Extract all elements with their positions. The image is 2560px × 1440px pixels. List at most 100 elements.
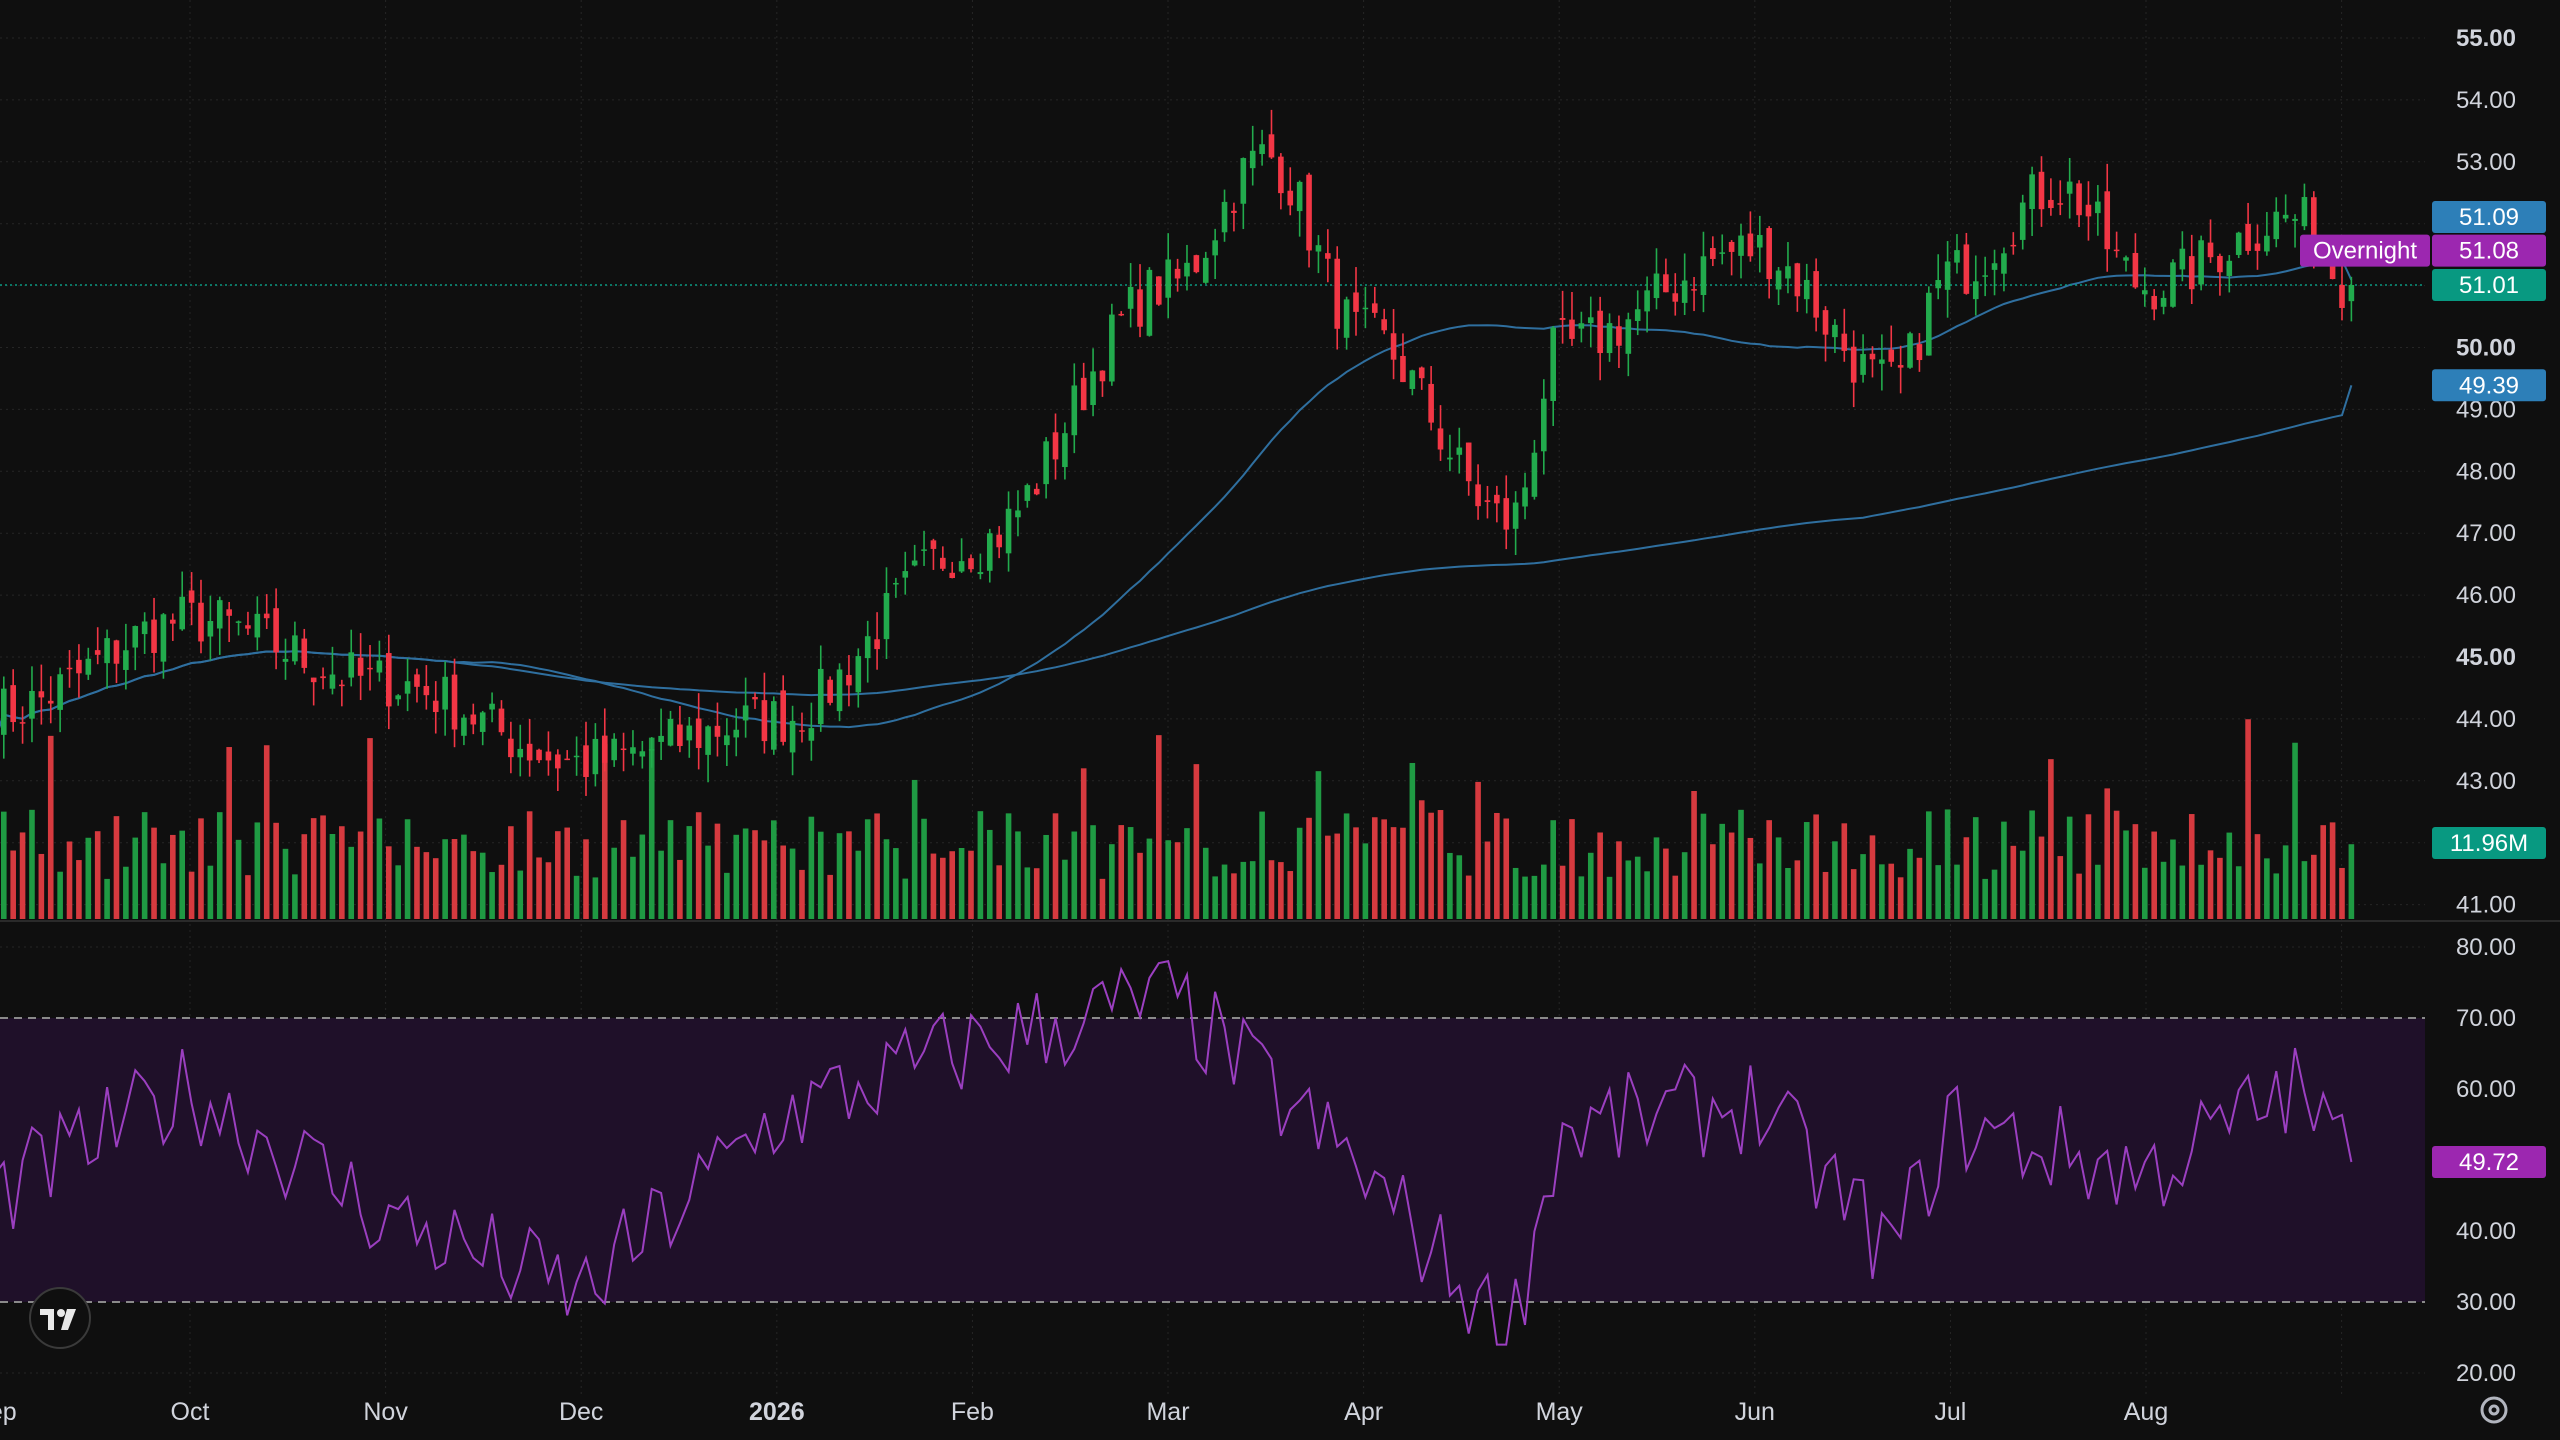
- volume-bar: [1503, 818, 1510, 919]
- candle-body: [1381, 319, 1387, 331]
- candle-body: [2123, 257, 2129, 261]
- volume-bar: [1531, 875, 1538, 919]
- candle-body: [357, 657, 364, 676]
- volume-bar: [1813, 814, 1819, 919]
- volume-bar: [1860, 854, 1866, 919]
- volume-bar: [1691, 791, 1697, 919]
- candle-body: [705, 726, 711, 755]
- volume-bar: [104, 878, 110, 919]
- candle-body: [47, 700, 54, 704]
- volume-bar: [1484, 841, 1491, 919]
- candle-body: [808, 728, 815, 741]
- candle-body: [2226, 260, 2233, 276]
- candle-body: [1503, 498, 1510, 530]
- candle-body: [1184, 262, 1190, 277]
- candle-body: [1278, 156, 1284, 194]
- candle-body: [827, 679, 833, 703]
- candle-body: [1944, 261, 1951, 290]
- candle-body: [761, 700, 768, 742]
- candle-body: [2292, 218, 2298, 221]
- volume-bar: [808, 816, 815, 919]
- volume-bar: [2226, 832, 2233, 919]
- candle-body: [1822, 310, 1829, 335]
- volume-bar: [141, 812, 148, 919]
- volume-bar: [1879, 864, 1885, 919]
- candle-body: [1202, 257, 1209, 283]
- volume-bar: [2339, 867, 2345, 919]
- candle-body: [555, 754, 561, 769]
- candle-body: [592, 738, 599, 775]
- volume-bar: [855, 850, 862, 919]
- candle-body: [1766, 228, 1772, 280]
- candle-body: [1803, 279, 1810, 300]
- volume-bar: [846, 831, 852, 919]
- last-price-badge: 51.01: [2459, 272, 2519, 299]
- candle-body: [1174, 268, 1181, 279]
- volume-bar: [1841, 823, 1848, 919]
- candle-body: [874, 639, 880, 650]
- volume-bar: [592, 877, 599, 919]
- candle-body: [770, 701, 777, 750]
- price-badges: 51.09 51.08 Overnight 51.01 49.39 11.96M 49.72: [2300, 201, 2546, 1178]
- volume-bar: [977, 811, 984, 919]
- volume-bar: [329, 834, 336, 919]
- candle-body: [1306, 174, 1312, 251]
- candle-body: [658, 735, 664, 742]
- volume-bar: [1005, 813, 1012, 919]
- candle-body: [930, 540, 937, 549]
- candle-body: [1127, 286, 1134, 309]
- volume-bar: [348, 846, 355, 919]
- candle-body: [1353, 292, 1359, 312]
- candle-body: [686, 725, 693, 741]
- ma-short-badge: 51.09: [2459, 204, 2519, 231]
- volume-bar: [2198, 864, 2204, 919]
- volume-bar: [1625, 860, 1632, 919]
- candle-body: [1597, 310, 1603, 354]
- settings-gear-icon[interactable]: [2480, 1396, 2508, 1424]
- candle-body: [1644, 290, 1650, 312]
- candle-body: [986, 533, 993, 571]
- candle-body: [1156, 276, 1162, 305]
- volume-bar: [1390, 827, 1397, 919]
- volume-bar: [564, 827, 571, 919]
- volume-bar: [986, 829, 993, 919]
- volume-bar: [817, 831, 824, 919]
- candle-body: [132, 626, 139, 648]
- rsi-value-badge-bg: [2432, 1145, 2546, 1178]
- candle-body: [1926, 292, 1932, 356]
- volume-bar: [1221, 864, 1228, 919]
- volume-bar: [1982, 878, 1988, 919]
- candle-body: [724, 735, 730, 746]
- candle-body: [780, 690, 786, 742]
- volume-bar: [2019, 850, 2026, 919]
- ma-short-badge-bg: [2432, 201, 2546, 234]
- candle-body: [2311, 197, 2317, 262]
- volume-bar: [1756, 863, 1763, 919]
- candle-body: [1418, 367, 1425, 379]
- time-axis-label: Feb: [951, 1398, 994, 1426]
- volume-bar: [1578, 876, 1585, 919]
- candle-body: [1240, 158, 1247, 204]
- candle-body: [2038, 171, 2045, 210]
- candle-body: [207, 621, 214, 637]
- candle-body: [1972, 281, 1979, 300]
- volume-bar: [2264, 858, 2270, 919]
- tradingview-logo[interactable]: [29, 1287, 91, 1349]
- candle-body: [545, 751, 552, 761]
- volume-bar: [1325, 835, 1331, 919]
- volume-bar: [1362, 843, 1369, 919]
- volume-bar: [517, 870, 524, 919]
- volume-bar: [2048, 759, 2054, 919]
- candle-body: [2235, 232, 2242, 255]
- candles[interactable]: [0, 109, 2355, 796]
- volume-bar: [789, 848, 796, 919]
- candle-body: [1221, 201, 1228, 233]
- candle-body: [1522, 487, 1528, 507]
- time-axis-label: Jun: [1735, 1398, 1775, 1426]
- candle-body: [2029, 174, 2035, 210]
- volume-bar: [883, 839, 890, 919]
- volume-bar: [864, 819, 871, 919]
- time-axis-label: 2026: [749, 1398, 805, 1426]
- candle-body: [1494, 494, 1500, 504]
